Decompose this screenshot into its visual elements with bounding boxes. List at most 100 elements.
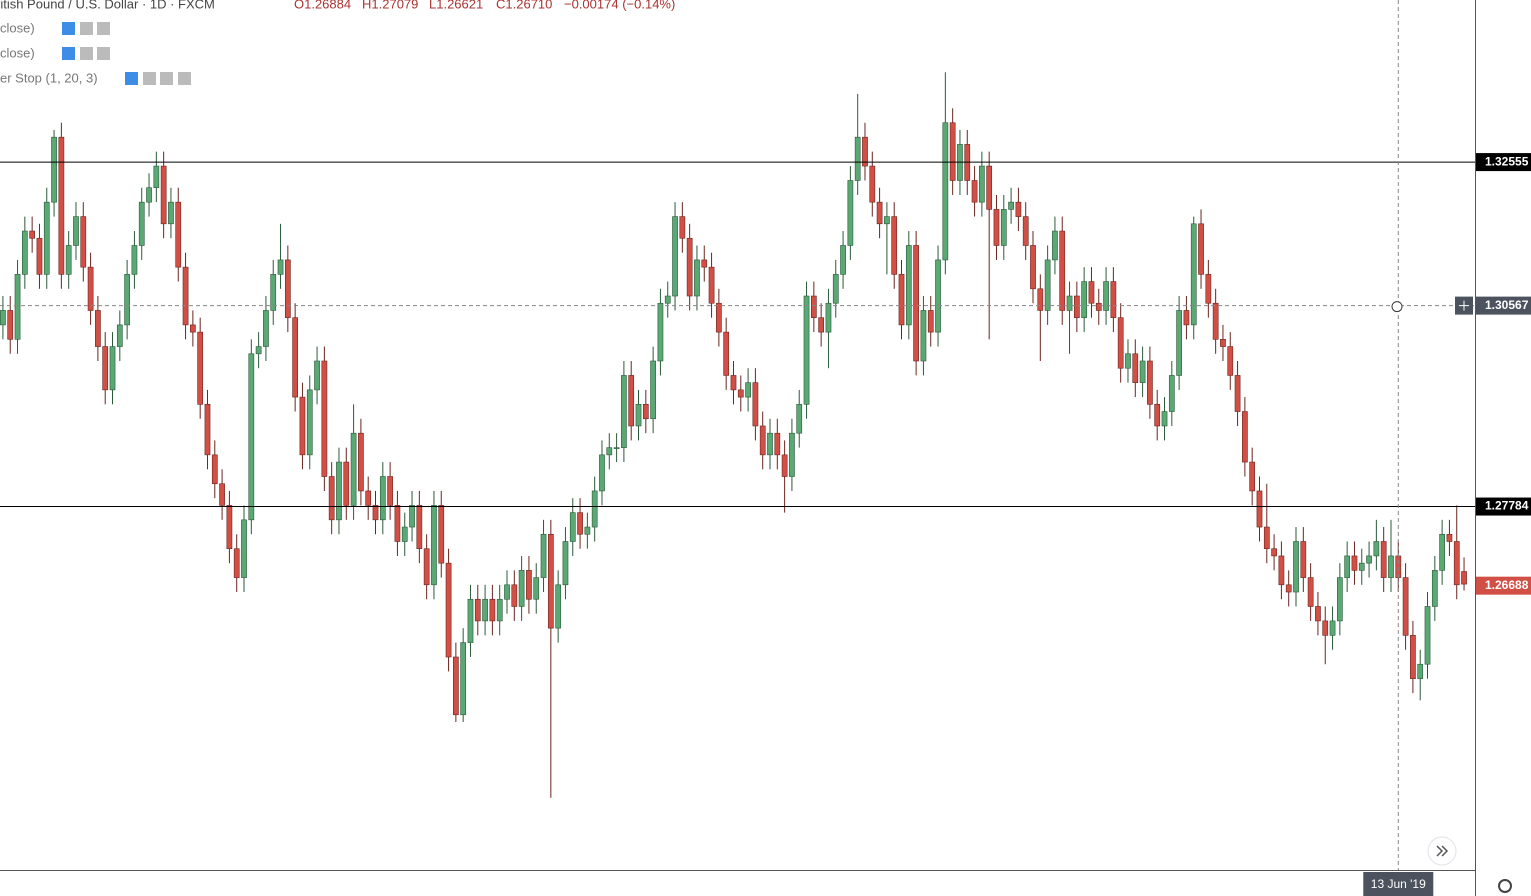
candle-body — [526, 570, 532, 600]
candle-body — [613, 447, 620, 449]
candle-body — [774, 432, 781, 456]
candle-body — [255, 346, 262, 355]
candle-body — [869, 165, 876, 203]
candle-body — [80, 216, 87, 268]
candle-body — [927, 310, 934, 333]
last-price-label: 1.26688 — [1485, 578, 1529, 592]
candle-body — [1212, 302, 1219, 340]
candle-body — [803, 295, 810, 405]
candle-body — [584, 526, 591, 535]
candle-body — [1293, 541, 1299, 593]
candle-body — [365, 490, 372, 506]
indicator-icons[interactable] — [62, 22, 191, 85]
last-price-box — [1476, 576, 1531, 595]
scroll-button[interactable] — [1427, 836, 1457, 866]
candle-body — [1176, 310, 1182, 376]
candle-body — [752, 382, 759, 427]
candle-body — [708, 266, 715, 304]
candle-body — [124, 274, 130, 326]
candle-body — [1073, 295, 1080, 318]
candle-body — [730, 375, 737, 391]
candle-body — [905, 245, 912, 326]
candle-body — [489, 598, 496, 622]
candle-body — [1249, 461, 1256, 492]
candle-body — [241, 519, 247, 578]
candle-body — [1190, 223, 1197, 326]
candle-body — [781, 454, 788, 477]
indicator-label[interactable]: close) — [0, 45, 35, 60]
candle-body — [175, 201, 182, 268]
candle-body — [884, 216, 890, 225]
candle-body — [810, 295, 817, 318]
candle-body — [1461, 571, 1467, 585]
candle-body — [1256, 490, 1263, 528]
candle-body — [29, 230, 36, 239]
candle-body — [986, 165, 993, 210]
candle-body — [284, 259, 291, 318]
candle-body — [160, 165, 167, 225]
candle-body — [993, 209, 1000, 246]
candle-body — [1095, 302, 1102, 311]
candle-body — [1351, 555, 1358, 571]
candle-body — [321, 360, 328, 477]
candle-body — [460, 642, 467, 716]
candle-body — [1344, 555, 1351, 578]
candle-body — [1059, 230, 1066, 311]
candle-body — [1081, 281, 1088, 318]
candle-body — [1103, 281, 1109, 311]
candle-body — [343, 461, 350, 506]
candle-body — [547, 533, 554, 629]
candle-body — [1161, 411, 1168, 427]
candle-body — [789, 432, 795, 477]
candle-body — [1439, 533, 1445, 571]
candle-body — [1424, 606, 1431, 665]
crosshair-date-label: 13 Jun '19 — [1371, 877, 1426, 891]
candles — [0, 72, 1467, 798]
candle-body — [511, 584, 518, 607]
candle-body — [1373, 541, 1380, 557]
candle-body — [299, 396, 306, 456]
candle-body — [621, 375, 627, 448]
change: −0.00174 (−0.14%) — [564, 0, 675, 11]
candle-body — [350, 432, 357, 506]
candle-body — [58, 136, 65, 275]
candle-body — [847, 180, 854, 246]
candle-body — [43, 201, 50, 275]
candle-body — [540, 533, 547, 578]
candle-body — [153, 165, 160, 189]
indicator-label[interactable]: er Stop (1, 20, 3) — [0, 70, 98, 85]
candle-body — [168, 201, 174, 225]
candle-body — [1388, 555, 1394, 578]
candle-body — [825, 302, 832, 333]
candle-body — [270, 274, 277, 311]
candle-body — [591, 490, 598, 528]
candle-body — [920, 310, 927, 362]
overlays — [0, 0, 1475, 870]
candle-body — [723, 331, 730, 376]
crosshair-date-box — [1363, 872, 1434, 896]
candle-body — [1044, 259, 1051, 311]
candle-body — [876, 201, 883, 225]
candle-body — [898, 274, 905, 326]
settings-button[interactable] — [1498, 879, 1512, 893]
candle-body — [664, 295, 671, 304]
candle-body — [1271, 548, 1277, 557]
candle-body — [657, 302, 664, 362]
candle-body — [971, 180, 978, 203]
candle-body — [942, 122, 949, 261]
candle-body — [694, 259, 700, 297]
candle-body — [372, 505, 379, 521]
candle-body — [131, 245, 138, 275]
candle-body — [73, 216, 79, 246]
candle-body — [635, 404, 642, 427]
candle-body — [737, 389, 744, 398]
candle-body — [1008, 201, 1014, 210]
ohlc-close: C1.26710 — [496, 0, 552, 11]
candle-body — [416, 505, 423, 550]
price-label-box — [1476, 497, 1531, 516]
indicator-label[interactable]: close) — [0, 20, 35, 35]
candle-body — [767, 432, 773, 456]
candle-body — [716, 302, 722, 333]
candle-body — [1336, 577, 1343, 622]
